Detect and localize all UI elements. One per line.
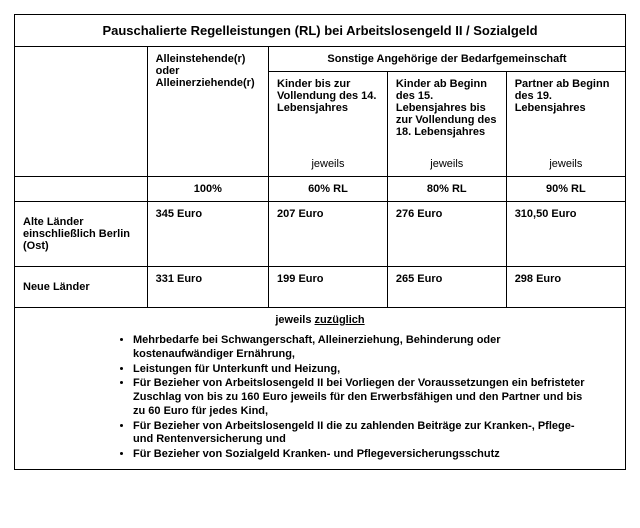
col2-header-text: Kinder bis zur Vollendung des 14. Lebens… xyxy=(277,78,379,114)
benefits-table: Alleinstehende(r) oder Alleinerziehende(… xyxy=(15,47,625,469)
row1-c2: 207 Euro xyxy=(269,202,388,267)
pct-c2: 60% RL xyxy=(269,177,388,202)
row1-c1: 345 Euro xyxy=(147,202,268,267)
col4-header-text: Partner ab Beginn des 19. Lebensjahres xyxy=(515,78,617,114)
footer-cell: jeweils zuzüglich Mehrbedarfe bei Schwan… xyxy=(15,308,625,469)
bullet-1: Mehrbedarfe bei Schwangerschaft, Alleine… xyxy=(133,334,587,362)
row1-c4: 310,50 Euro xyxy=(506,202,625,267)
document-frame: Pauschalierte Regelleistungen (RL) bei A… xyxy=(14,14,626,470)
footer-lead-a: jeweils xyxy=(275,314,314,326)
col1-header-text: Alleinstehende(r) oder Alleinerziehende(… xyxy=(156,53,260,89)
col3-header-text: Kinder ab Beginn des 15. Lebensjahres bi… xyxy=(396,78,498,138)
row2-c1: 331 Euro xyxy=(147,267,268,308)
col2-jeweils: jeweils xyxy=(277,146,379,170)
empty-corner xyxy=(15,47,147,177)
col4-jeweils: jeweils xyxy=(515,146,617,170)
row1-c3: 276 Euro xyxy=(387,202,506,267)
group-header: Sonstige Angehörige der Bedarfgemeinscha… xyxy=(269,47,625,72)
col1-header: Alleinstehende(r) oder Alleinerziehende(… xyxy=(147,47,268,177)
footer-title: jeweils zuzüglich xyxy=(23,314,617,326)
pct-c4: 90% RL xyxy=(506,177,625,202)
pct-c1: 100% xyxy=(147,177,268,202)
document-title: Pauschalierte Regelleistungen (RL) bei A… xyxy=(15,15,625,47)
row2-c3: 265 Euro xyxy=(387,267,506,308)
row2-c4: 298 Euro xyxy=(506,267,625,308)
row2-c2: 199 Euro xyxy=(269,267,388,308)
row1-label: Alte Länder einschließlich Berlin (Ost) xyxy=(15,202,147,267)
row2-label: Neue Länder xyxy=(15,267,147,308)
bullet-5: Für Bezieher von Sozialgeld Kranken- und… xyxy=(133,448,587,462)
pct-row-label xyxy=(15,177,147,202)
col3-jeweils: jeweils xyxy=(396,146,498,170)
col4-header: Partner ab Beginn des 19. Lebensjahres j… xyxy=(506,72,625,177)
pct-c3: 80% RL xyxy=(387,177,506,202)
bullet-3: Für Bezieher von Arbeitslosengeld II bei… xyxy=(133,377,587,418)
footer-bullets: Mehrbedarfe bei Schwangerschaft, Alleine… xyxy=(23,334,617,462)
col2-header: Kinder bis zur Vollendung des 14. Lebens… xyxy=(269,72,388,177)
col3-header: Kinder ab Beginn des 15. Lebensjahres bi… xyxy=(387,72,506,177)
bullet-2: Leistungen für Unterkunft und Heizung, xyxy=(133,363,587,377)
footer-lead-b: zuzüglich xyxy=(315,314,365,326)
bullet-4: Für Bezieher von Arbeitslosengeld II die… xyxy=(133,420,587,448)
